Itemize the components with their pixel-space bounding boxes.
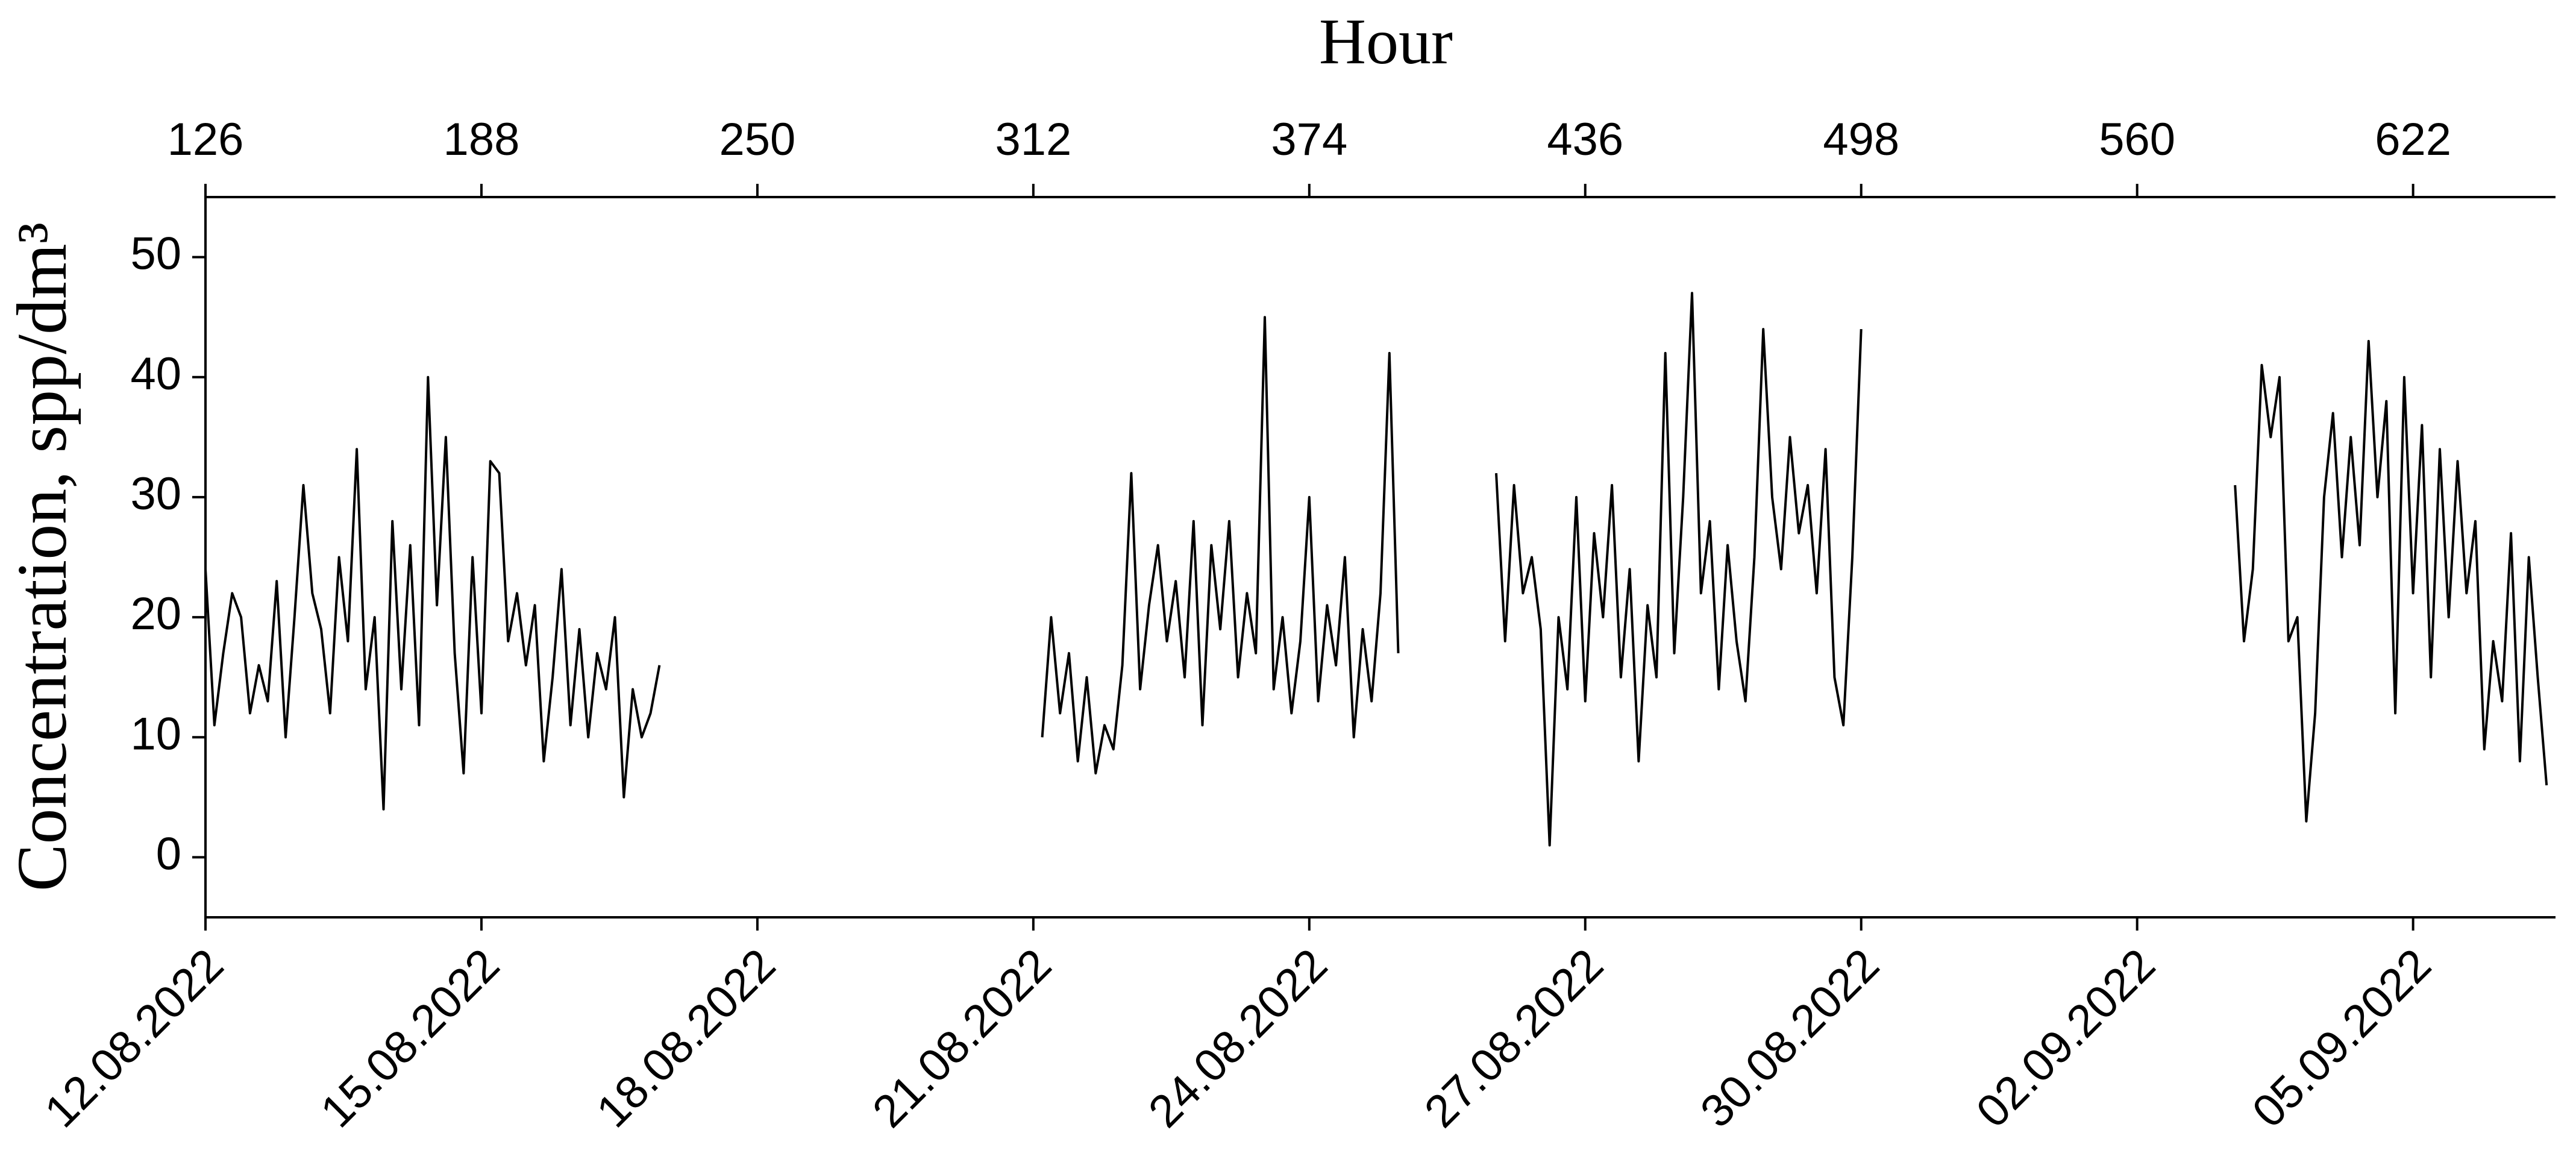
x2-tick-label: 374: [1271, 114, 1347, 165]
x2-tick-label: 436: [1547, 114, 1623, 165]
data-line: [204, 292, 2548, 847]
x2-tick-label: 560: [2099, 114, 2175, 165]
x-tick-label: 02.09.2022: [1967, 939, 2165, 1137]
x-tick-label: 15.08.2022: [311, 939, 509, 1137]
y-tick-label: 50: [130, 228, 181, 280]
x-tick-label: 30.08.2022: [1691, 939, 1889, 1137]
y-tick-label: 0: [156, 828, 181, 879]
x2-tick-label: 312: [995, 114, 1071, 165]
y-tick-label: 40: [130, 348, 181, 400]
x-tick-label: 21.08.2022: [863, 939, 1061, 1137]
y-tick-label: 10: [130, 708, 181, 759]
x-tick-label: 18.08.2022: [587, 939, 785, 1137]
x2-axis-title: Hour: [1319, 6, 1453, 78]
x-tick-label: 05.09.2022: [2243, 939, 2441, 1137]
x-tick-label: 27.08.2022: [1415, 939, 1613, 1137]
x-tick-label: 24.08.2022: [1139, 939, 1337, 1137]
x2-tick-label: 126: [168, 114, 244, 165]
x-tick-label: 12.08.2022: [35, 939, 233, 1137]
x2-tick-label: 250: [719, 114, 796, 165]
y-axis-title: Concentration, spp/dm³: [2, 222, 81, 891]
y-tick-label: 30: [130, 468, 181, 520]
y-tick-label: 20: [130, 588, 181, 639]
x2-tick-label: 622: [2375, 114, 2451, 165]
x2-tick-label: 188: [443, 114, 520, 165]
x2-tick-label: 498: [1823, 114, 1899, 165]
